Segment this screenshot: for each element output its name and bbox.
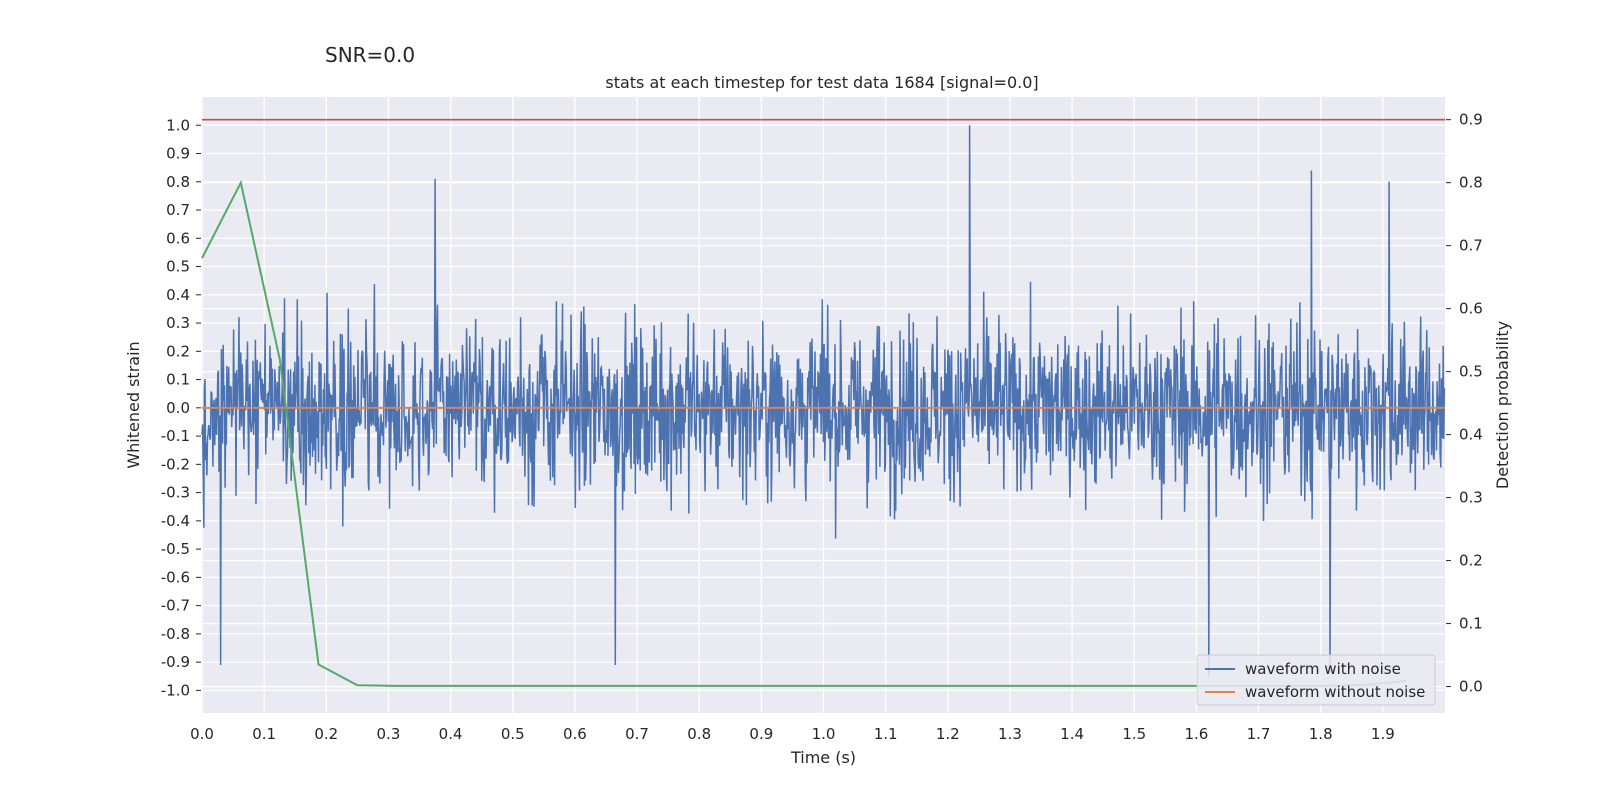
snr-heading: SNR=0.0	[325, 43, 415, 67]
y2-tick-labels: 0.9 0.8 0.7 0.6 0.5 0.4 0.3 0.2 0.1 0.0	[1446, 111, 1483, 696]
y-tick-label: -0.1	[161, 427, 190, 445]
x-tick-label: 0.7	[625, 725, 649, 743]
y-tick-label: -0.4	[161, 512, 190, 530]
x-tick-label: 0.4	[439, 725, 463, 743]
y-tick-label: 0.2	[166, 342, 190, 360]
x-tick-label: 0.3	[377, 725, 401, 743]
y-tick-label: -0.7	[161, 597, 190, 615]
x-tick-label: 1.5	[1122, 725, 1146, 743]
y-tick-label: -0.8	[161, 625, 190, 643]
legend: waveform with noise waveform without noi…	[1196, 654, 1436, 706]
y-tick-label: 1.0	[166, 116, 190, 134]
x-tick-label: 0.9	[749, 725, 773, 743]
y2-tick-label: 0.3	[1459, 489, 1483, 507]
y2-tick-label: 0.9	[1459, 111, 1483, 129]
y2-tick-label: 0.8	[1459, 174, 1483, 192]
x-tick-label: 0.2	[314, 725, 338, 743]
y-tick-label: 0.0	[166, 399, 190, 417]
y2-tick-label: 0.1	[1459, 615, 1483, 633]
y2-axis-label: Detection probability	[1493, 321, 1512, 489]
y-tick-label: -0.6	[161, 568, 190, 586]
x-tick-label: 0.6	[563, 725, 587, 743]
x-axis-label: Time (s)	[790, 748, 856, 767]
y-tick-label: -0.2	[161, 455, 190, 473]
x-tick-label: 0.5	[501, 725, 525, 743]
y2-tick-label: 0.5	[1459, 363, 1483, 381]
x-tick-label: 1.6	[1184, 725, 1208, 743]
series-line-waveform-with-noise	[201, 125, 1446, 677]
y2-tick-label: 0.7	[1459, 237, 1483, 255]
y-tick-label: 0.6	[166, 229, 190, 247]
legend-label-waveform-without-noise: waveform without noise	[1245, 683, 1425, 701]
x-tick-label: 1.4	[1060, 725, 1084, 743]
y-tick-label: -0.5	[161, 540, 190, 558]
x-tick-label: 1.2	[936, 725, 960, 743]
y2-tick-label: 0.6	[1459, 300, 1483, 318]
y2-tick-label: 0.0	[1459, 678, 1483, 696]
y-tick-label: 0.4	[166, 286, 190, 304]
legend-label-waveform-with-noise: waveform with noise	[1245, 660, 1401, 678]
x-tick-label: 1.3	[998, 725, 1022, 743]
y2-tick-label: 0.2	[1459, 552, 1483, 570]
y2-tick-label: 0.4	[1459, 426, 1483, 444]
legend-box	[1196, 654, 1436, 706]
x-tick-labels: 0.0 0.1 0.2 0.3 0.4 0.5 0.6 0.7 0.8 0.9 1.0 1.1 1.2 1…	[190, 725, 1395, 743]
x-tick-label: 1.0	[812, 725, 836, 743]
y-tick-label: 0.1	[166, 371, 190, 389]
x-tick-label: 0.0	[190, 725, 214, 743]
y-axis-label: Whitened strain	[124, 341, 143, 468]
x-tick-label: 0.8	[687, 725, 711, 743]
y-tick-label: 0.5	[166, 258, 190, 276]
y-tick-label: -1.0	[161, 681, 190, 699]
y-tick-label: 0.8	[166, 173, 190, 191]
x-tick-label: 1.9	[1371, 725, 1395, 743]
y-tick-label: 0.9	[166, 145, 190, 163]
y-tick-label: 0.7	[166, 201, 190, 219]
y-tick-label: -0.9	[161, 653, 190, 671]
y-tick-label: 0.3	[166, 314, 190, 332]
x-tick-label: 1.8	[1309, 725, 1333, 743]
chart-title: stats at each timestep for test data 168…	[605, 73, 1038, 92]
y-tick-label: -0.3	[161, 484, 190, 502]
x-tick-label: 1.7	[1247, 725, 1271, 743]
x-tick-label: 1.1	[874, 725, 898, 743]
y-tick-labels: 1.0 0.9 0.8 0.7 0.6 0.5 0.4 0.3 0.2 0.1 0.0 -0.1 -0.…	[161, 116, 201, 699]
x-tick-label: 0.1	[252, 725, 276, 743]
